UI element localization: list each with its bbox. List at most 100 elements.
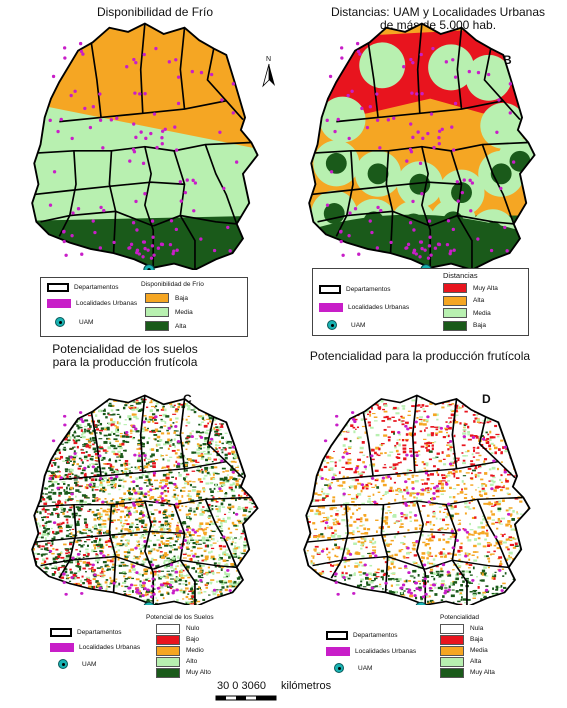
urban-locality-marker	[172, 589, 176, 593]
urban-locality-marker	[185, 178, 189, 182]
department-boundary	[152, 559, 237, 570]
legend-class-item: Media	[145, 305, 193, 319]
department-boundary	[421, 146, 432, 268]
country-outline	[303, 394, 531, 605]
urban-locality-marker	[471, 578, 475, 582]
department-boundary	[476, 499, 510, 568]
urban-locality-marker	[389, 240, 393, 245]
urban-locality-marker	[155, 145, 159, 150]
urban-locality-marker	[328, 74, 333, 79]
legend-c-classes: Nulo Bajo Medio Alto Muy Alto	[156, 623, 211, 678]
urban-locality-marker	[365, 573, 369, 577]
uam-icon	[334, 663, 344, 673]
urban-locality-marker	[418, 161, 423, 165]
urban-locality-marker	[355, 466, 359, 470]
urban-locality-marker	[492, 459, 496, 463]
urban-locality-marker	[432, 583, 437, 587]
urban-locality-marker	[444, 60, 448, 64]
urban-locality-marker	[134, 135, 138, 140]
urban-locality-marker	[212, 248, 217, 253]
urban-locality-marker	[456, 199, 460, 203]
legend-class-item: Baja	[440, 634, 495, 645]
urban-locality-marker	[131, 147, 136, 152]
urban-locality-marker	[403, 564, 408, 568]
department-boundary	[411, 395, 418, 473]
urban-locality-marker	[160, 583, 165, 587]
urban-locality-marker	[437, 142, 441, 146]
urban-locality-marker	[226, 225, 230, 230]
urban-locality-marker	[70, 136, 74, 141]
urban-locality-marker	[343, 556, 347, 560]
urban-locality-marker	[414, 252, 418, 256]
urban-locality-marker	[83, 106, 87, 111]
urban-locality-marker	[347, 136, 351, 141]
urban-locality-marker	[452, 248, 456, 252]
panel-d-title: Potencialidad para la producción frutíco…	[309, 349, 531, 363]
urban-locality-marker	[209, 437, 214, 441]
urban-locality-marker	[83, 466, 87, 470]
urban-locality-marker	[356, 49, 361, 54]
department-boundary	[59, 99, 244, 123]
north-arrow-icon	[262, 63, 275, 88]
department-boundary	[385, 150, 394, 254]
urban-locality-marker	[408, 147, 413, 152]
urban-locality-marker	[133, 91, 137, 95]
urban-locality-marker	[69, 93, 73, 98]
urban-locality-marker	[218, 130, 222, 134]
legend-class-swatch	[156, 634, 180, 645]
urban-locality-marker	[443, 591, 447, 595]
department-boundary	[317, 210, 431, 227]
legend-class-label: Bajo	[186, 636, 200, 643]
urban-locality-marker	[151, 577, 155, 581]
urban-locality-marker	[134, 60, 138, 65]
urban-locality-marker	[149, 595, 154, 599]
urban-locality-marker	[437, 129, 442, 133]
urban-locality-marker	[80, 591, 84, 595]
urban-locality-marker	[368, 105, 372, 109]
urban-locality-marker	[98, 476, 103, 480]
legend-class-swatch	[443, 283, 467, 294]
urban-locality-marker	[160, 142, 164, 146]
legend-class-item: Alto	[156, 656, 211, 667]
urban-locality-marker	[127, 246, 131, 250]
panel-c-title-line2: para la producción frutícola	[52, 355, 198, 369]
urban-locality-marker	[413, 513, 418, 517]
legend-b: Departamentos Localidades Urbanas UAM Di…	[312, 268, 529, 336]
legend-class-swatch	[145, 321, 169, 331]
department-boundary	[32, 530, 185, 544]
urban-locality-marker	[64, 253, 68, 257]
urban-locality-marker	[375, 118, 380, 122]
urban-locality-marker	[424, 592, 428, 596]
urban-locality-marker	[495, 130, 499, 134]
panel-c-letter: C	[183, 392, 192, 406]
legend-a-classes: Baja Media Alta	[145, 291, 193, 333]
urban-locality-marker	[137, 591, 141, 595]
urban-locality-marker	[346, 93, 350, 98]
scale-bar-graphic	[215, 695, 277, 701]
urban-locality-marker	[174, 148, 179, 152]
urban-locality-marker	[175, 588, 179, 592]
urban-locality-marker	[323, 439, 328, 443]
urban-locality-marker	[141, 594, 145, 598]
urban-locality-marker	[410, 454, 414, 458]
urban-locality-marker	[64, 592, 68, 596]
urban-locality-marker	[440, 583, 445, 587]
urban-locality-marker	[404, 480, 408, 484]
urban-locality-marker	[415, 587, 419, 591]
urban-locality-marker	[98, 92, 102, 96]
legend-class-item: Alta	[145, 319, 193, 333]
urban-locality-marker	[155, 500, 159, 504]
urban-locality-marker	[490, 487, 494, 491]
urban-locality-marker	[160, 486, 165, 490]
urban-locality-marker	[143, 587, 147, 591]
urban-locality-marker	[421, 136, 425, 141]
urban-locality-marker	[429, 253, 433, 257]
urban-locality-marker	[463, 528, 467, 532]
urban-locality-marker	[144, 136, 148, 141]
departamentos-swatch	[47, 283, 69, 292]
urban-locality-marker	[355, 41, 360, 46]
department-boundary	[206, 48, 227, 102]
department-boundary	[139, 23, 146, 114]
department-boundary	[336, 99, 521, 123]
urban-locality-marker	[143, 91, 147, 96]
